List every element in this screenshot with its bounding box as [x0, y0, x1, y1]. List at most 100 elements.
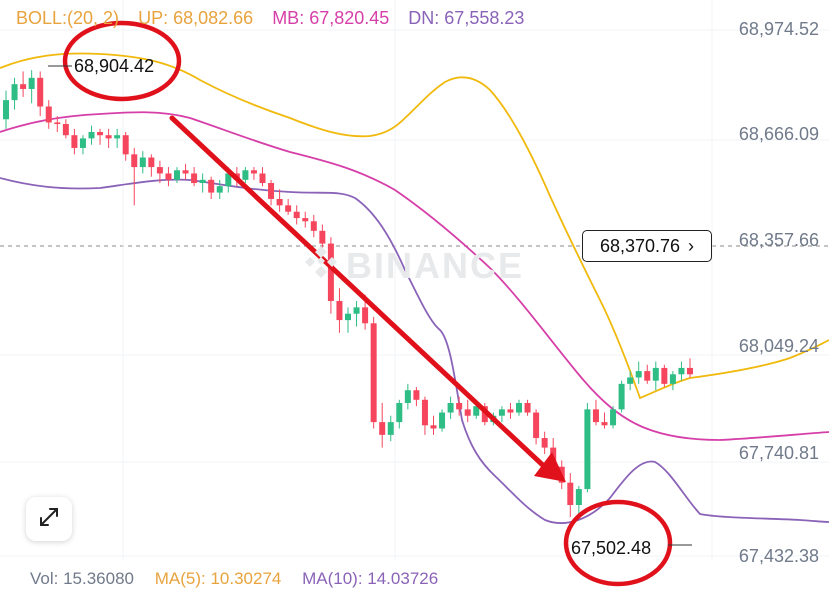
candle-body [387, 422, 394, 435]
candle-body [404, 390, 411, 403]
boll-dn-value: DN: 67,558.23 [408, 8, 525, 28]
candle-body [353, 307, 360, 314]
candle [541, 431, 548, 454]
candle [114, 128, 121, 148]
candle [45, 100, 52, 129]
candle-body [362, 307, 369, 324]
candle-body [216, 186, 223, 193]
candle [618, 380, 625, 413]
candle-body [584, 409, 591, 490]
high-price-label: 68,904.42 [74, 56, 155, 76]
indicator-header: BOLL:(20, 2) UP: 68,082.66 MB: 67,820.45… [16, 8, 538, 29]
candle [191, 167, 198, 187]
candle-body [661, 367, 668, 384]
candle-body [156, 167, 163, 174]
candle-body [250, 170, 257, 174]
price-axis-tick: 68,049.24 [738, 336, 819, 356]
watermark-text: BINANCE [346, 244, 525, 286]
candle [610, 406, 617, 429]
candle-body [601, 422, 608, 426]
candle-body [97, 132, 104, 136]
candle [259, 167, 266, 187]
candle [131, 147, 138, 206]
candle-body [276, 198, 283, 206]
candle-body [507, 409, 514, 413]
candle-body [652, 367, 659, 381]
candle-body [310, 221, 317, 231]
candle [353, 300, 360, 327]
volume-ma5: MA(5): 10.30274 [154, 569, 282, 588]
candle-body [259, 173, 266, 184]
candle-body [88, 132, 95, 139]
candle-body [62, 124, 69, 136]
boll-label[interactable]: BOLL:(20, 2) [16, 8, 120, 28]
candle [54, 116, 61, 133]
candle-body [71, 135, 78, 148]
candle-body [610, 409, 617, 426]
candle-body [79, 138, 86, 148]
binance-watermark: BINANCE [304, 244, 524, 287]
candle-body [447, 402, 454, 413]
candle [97, 128, 104, 145]
candle [387, 415, 394, 442]
candle-body [524, 402, 531, 413]
candle [652, 361, 659, 391]
candle-body [421, 399, 428, 426]
candle-body [302, 218, 309, 222]
candle-body [11, 84, 18, 101]
candle-body [473, 406, 480, 416]
candle [567, 473, 574, 518]
candle-body [165, 173, 172, 180]
candle-body [327, 243, 334, 301]
candle [242, 167, 249, 184]
chevron-right-icon: › [688, 235, 695, 256]
volume-header: Vol: 15.36080 MA(5): 10.30274 MA(10): 14… [30, 569, 454, 589]
candle-body [678, 367, 685, 375]
price-axis-tick: 67,432.38 [738, 546, 819, 566]
candle [447, 396, 454, 419]
candle [396, 399, 403, 429]
candle [250, 167, 257, 180]
candles [3, 70, 693, 518]
candle-body [37, 77, 44, 107]
candle [669, 371, 676, 391]
fullscreen-button[interactable] [26, 497, 72, 541]
low-annotation-circle [563, 499, 673, 587]
candle [678, 361, 685, 381]
candle [439, 409, 446, 432]
candle [524, 399, 531, 416]
candle [3, 90, 9, 129]
candle [139, 151, 146, 174]
candle [302, 211, 309, 228]
candle [105, 128, 112, 148]
candle [336, 288, 343, 333]
current-price-value: 68,370.76 [599, 235, 681, 256]
price-axis-tick: 68,974.52 [738, 19, 819, 39]
candle-body [3, 100, 9, 120]
candle-body [644, 371, 651, 381]
candle [182, 163, 189, 180]
candle-body [199, 179, 206, 184]
candle [516, 399, 522, 416]
current-price-label[interactable]: 68,370.76 › [582, 230, 712, 262]
candle [62, 119, 69, 139]
candle [635, 361, 642, 384]
candle [404, 383, 411, 410]
candle-body [464, 409, 471, 416]
price-axis-tick: 68,666.09 [738, 124, 819, 144]
candle [20, 71, 27, 97]
candle-body [336, 300, 343, 321]
candle [208, 176, 215, 199]
candle [174, 167, 180, 184]
candle-body [285, 205, 292, 212]
candle-body [174, 170, 180, 180]
boll-lower-line [0, 177, 829, 524]
candle-body [567, 482, 574, 505]
candle [575, 485, 582, 515]
candle [216, 179, 223, 199]
candle [37, 71, 44, 117]
candle [327, 237, 334, 314]
candle [122, 132, 129, 161]
candle-body [592, 409, 599, 423]
